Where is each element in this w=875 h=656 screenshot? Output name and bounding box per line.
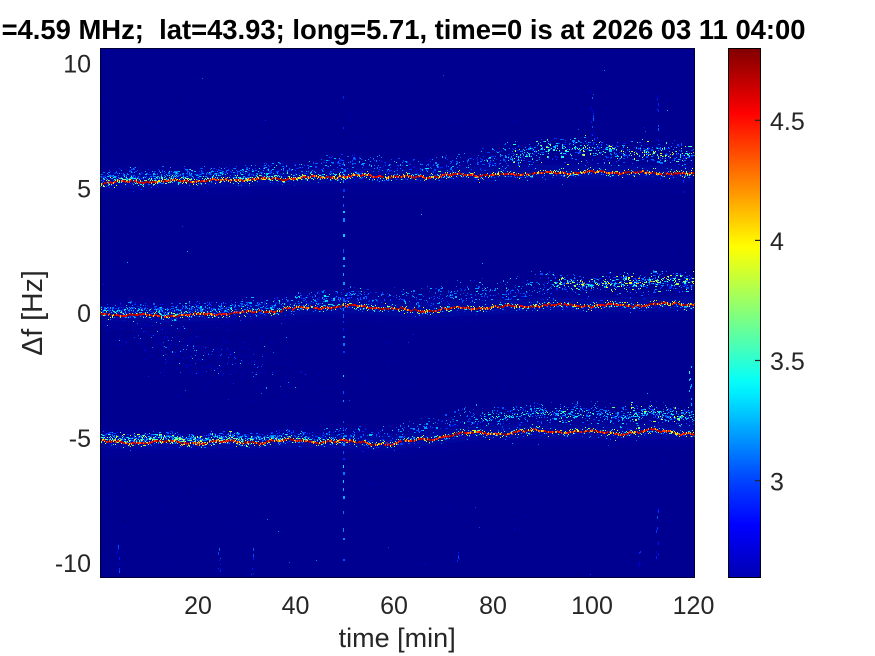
svg-text:4: 4: [770, 228, 784, 256]
svg-text:time [min]: time [min]: [339, 623, 456, 653]
svg-text:20: 20: [184, 592, 212, 620]
svg-text:3.5: 3.5: [770, 348, 805, 376]
svg-text:60: 60: [380, 592, 408, 620]
svg-text:10: 10: [63, 50, 91, 78]
svg-text:3: 3: [770, 468, 784, 496]
svg-text:120: 120: [673, 592, 715, 620]
svg-text:4.5: 4.5: [770, 108, 805, 136]
svg-text:5: 5: [77, 175, 91, 203]
svg-text:Δf [Hz]: Δf [Hz]: [17, 270, 49, 356]
svg-text:100: 100: [571, 592, 613, 620]
svg-text:=4.59 MHz; lat=43.93; long=5.: =4.59 MHz; lat=43.93; long=5.71, time=0 …: [2, 14, 806, 45]
svg-text:-10: -10: [55, 550, 91, 578]
svg-text:40: 40: [282, 592, 310, 620]
svg-text:-5: -5: [69, 425, 91, 453]
svg-text:80: 80: [479, 592, 507, 620]
svg-text:0: 0: [77, 300, 91, 328]
